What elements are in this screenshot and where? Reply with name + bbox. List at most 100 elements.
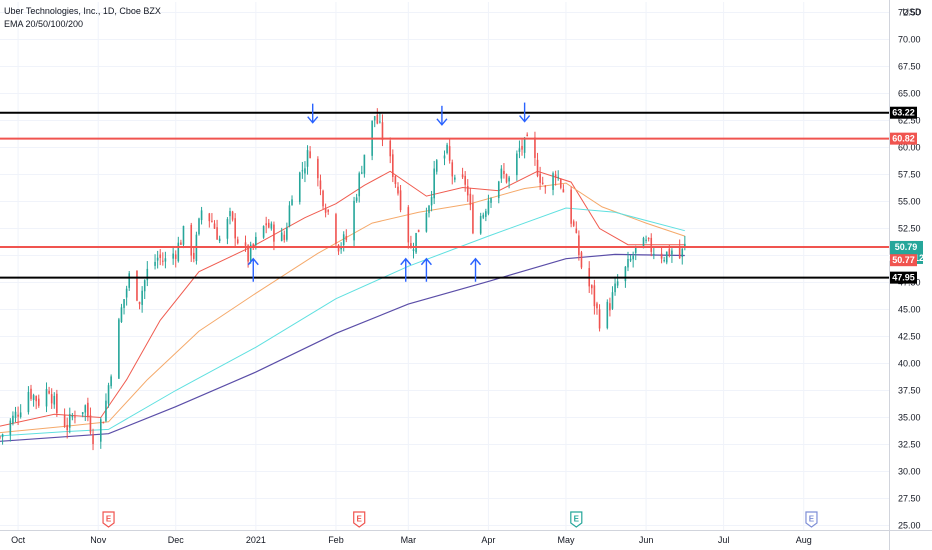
candle-body [89,415,92,433]
candle-body [319,180,322,190]
candle-body [663,260,665,262]
candle-body [417,229,420,233]
candle-body [381,122,384,141]
candle-body [229,211,231,217]
earnings-marker[interactable] [102,511,115,528]
y-tick-label: 70.00 [898,35,921,45]
candle-body [162,260,164,262]
candle-body [283,234,286,240]
candle-body [598,309,601,329]
level-tag [890,106,917,119]
candle-body [208,213,211,222]
candle-body [211,220,213,222]
level-tag [890,132,917,145]
candle-body [324,207,327,213]
candle-body [355,197,358,201]
candle-body [485,211,487,217]
earnings-marker-label: E [106,515,112,524]
candle-body [118,319,120,379]
candle-body [505,174,508,183]
up-arrow-head[interactable] [247,257,259,266]
down-arrow-head[interactable] [519,115,531,123]
y-tick-label: 42.50 [898,332,921,342]
up-arrow-head[interactable] [469,257,482,266]
candle-body [247,245,249,262]
candle-body [236,239,239,244]
candle-body [265,223,267,226]
candle-body [593,285,596,307]
candle-body [430,197,433,206]
candle-body [609,303,611,311]
candle-body [180,242,182,245]
y-tick-label: 57.50 [898,170,921,180]
candle-body [454,177,456,180]
x-tick-label: Apr [481,535,495,545]
candle-body [562,189,565,193]
candle-body [342,234,345,246]
candle-body [624,266,627,282]
up-arrow-head[interactable] [400,257,412,266]
y-tick-label: 52.50 [898,224,921,234]
candle-body [394,176,397,185]
candle-body [291,199,293,206]
candle-body [125,288,128,298]
candle-body [632,255,634,260]
up-arrow-head[interactable] [420,257,432,266]
candle-body [536,159,539,177]
candle-body [526,134,528,137]
earnings-marker[interactable] [353,511,366,528]
horizontal-levels[interactable] [0,111,889,279]
down-arrow-head[interactable] [436,118,448,126]
y-tick-label: 37.50 [898,386,921,396]
candle-body [48,390,50,394]
candle-body [174,254,177,259]
candle-body [226,219,229,239]
candle-body [642,237,645,249]
candle-body [678,247,681,259]
candle-body [56,393,58,414]
candle-body [267,222,270,228]
candle-body [363,154,366,174]
candle-body [464,175,466,185]
candle-body [337,244,340,252]
candle-body [479,216,482,234]
x-tick-label: Jun [639,535,654,545]
candle-body [446,144,448,153]
candle-body [92,434,94,445]
candle-body [466,186,469,196]
candle-body [213,223,216,229]
candle-body [373,116,376,121]
candle-body [412,249,415,251]
candle-body [671,250,673,255]
candle-body [335,214,337,244]
ema-100-line [0,207,685,437]
candle-body [63,414,66,427]
candle-body [30,388,32,399]
candle-body [190,224,193,256]
candle-body [9,420,12,435]
candle-body [200,210,203,221]
candle-body [570,189,572,224]
candle-body [110,376,112,387]
candle-body [262,226,265,238]
last-price-label: 50.79 [895,242,918,252]
candle-body [634,246,637,253]
ema-50-line [0,182,685,434]
down-arrow-head[interactable] [307,116,319,124]
y-tick-label: 40.00 [898,359,921,369]
earnings-marker[interactable] [805,511,818,528]
candle-body [399,190,402,211]
candle-body [508,177,510,182]
annotation-arrows[interactable] [247,102,531,282]
earnings-marker[interactable] [570,511,583,528]
candle-body [361,172,363,174]
candle-body [606,301,609,329]
indicator-label[interactable]: EMA 20/50/100/200 [4,19,84,29]
x-tick-label: Dec [168,535,185,545]
level-tag [890,271,917,284]
symbol-title[interactable]: Uber Technologies, Inc., 1D, Cboe BZX [4,6,161,16]
